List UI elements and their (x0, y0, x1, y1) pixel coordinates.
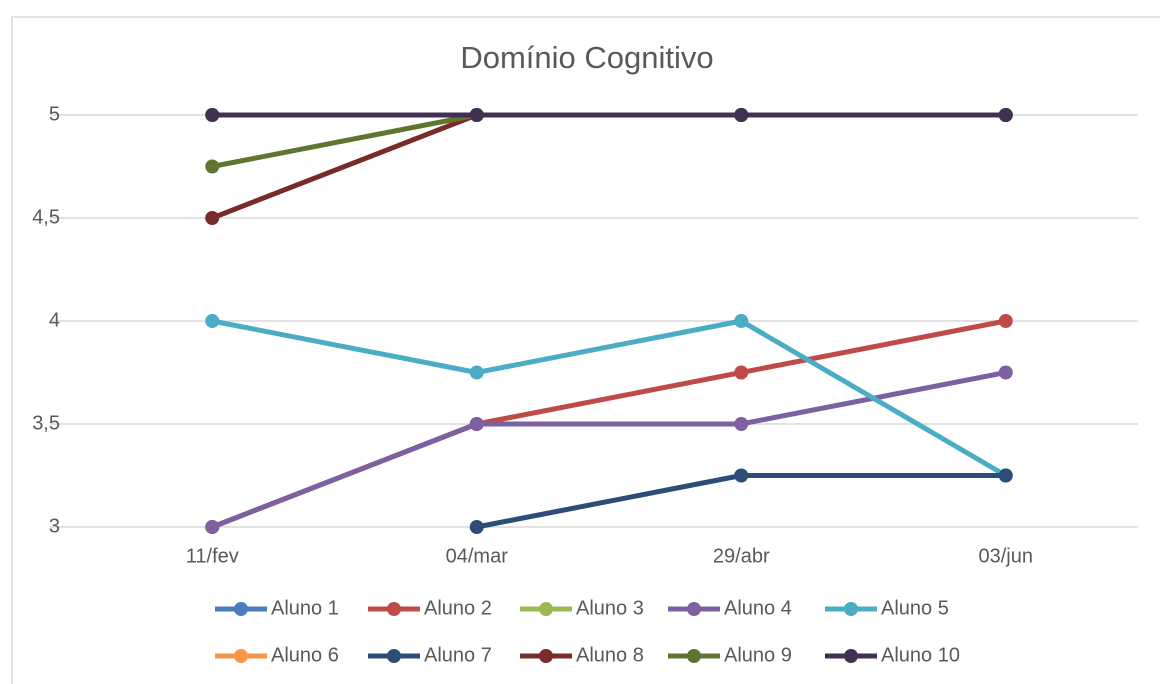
y-tick-label: 4,5 (32, 206, 60, 228)
data-point (998, 108, 1013, 122)
y-tick-label: 5 (49, 103, 60, 125)
y-tick-label: 3,5 (32, 412, 60, 434)
x-tick-label: 04/mar (446, 545, 509, 567)
legend-marker (539, 602, 553, 616)
data-point (998, 468, 1013, 483)
data-point (205, 108, 220, 122)
y-tick-label: 3 (49, 515, 60, 537)
data-point (205, 211, 220, 225)
legend-marker (387, 649, 401, 663)
chart-title: Domínio Cognitivo (460, 40, 713, 75)
legend-label: Aluno 2 (424, 597, 492, 619)
legend-label: Aluno 3 (576, 597, 644, 619)
x-tick-label: 11/fev (186, 545, 239, 567)
legend-label: Aluno 7 (424, 644, 492, 666)
data-point (205, 314, 220, 328)
data-point (469, 365, 484, 380)
legend-marker (539, 649, 553, 663)
data-point (998, 314, 1013, 328)
data-point (469, 417, 484, 431)
x-tick-label: 03/jun (979, 545, 1034, 567)
data-point (469, 108, 484, 122)
legend-marker (844, 649, 858, 663)
data-point (205, 520, 220, 534)
data-point (734, 365, 749, 380)
legend-marker (387, 602, 401, 616)
data-point (734, 108, 749, 122)
legend-marker (687, 602, 701, 616)
series-line (211, 318, 1008, 478)
legend-marker (687, 649, 701, 663)
y-tick-label: 4 (49, 309, 60, 331)
legend-label: Aluno 6 (271, 644, 339, 666)
legend-marker (234, 649, 248, 663)
x-tick-label: 29/abr (713, 545, 770, 567)
legend-marker (844, 602, 858, 616)
data-point (998, 365, 1013, 380)
legend-label: Aluno 9 (724, 644, 792, 666)
data-point (734, 468, 749, 483)
legend-label: Aluno 5 (881, 597, 949, 619)
legend-label: Aluno 1 (271, 597, 339, 619)
data-point (205, 159, 220, 174)
legend-label: Aluno 8 (576, 644, 644, 666)
legend-marker (234, 602, 248, 616)
data-point (734, 314, 749, 328)
data-point (469, 520, 484, 534)
legend-label: Aluno 4 (724, 597, 792, 619)
legend-label: Aluno 10 (881, 644, 960, 666)
data-point (734, 417, 749, 431)
